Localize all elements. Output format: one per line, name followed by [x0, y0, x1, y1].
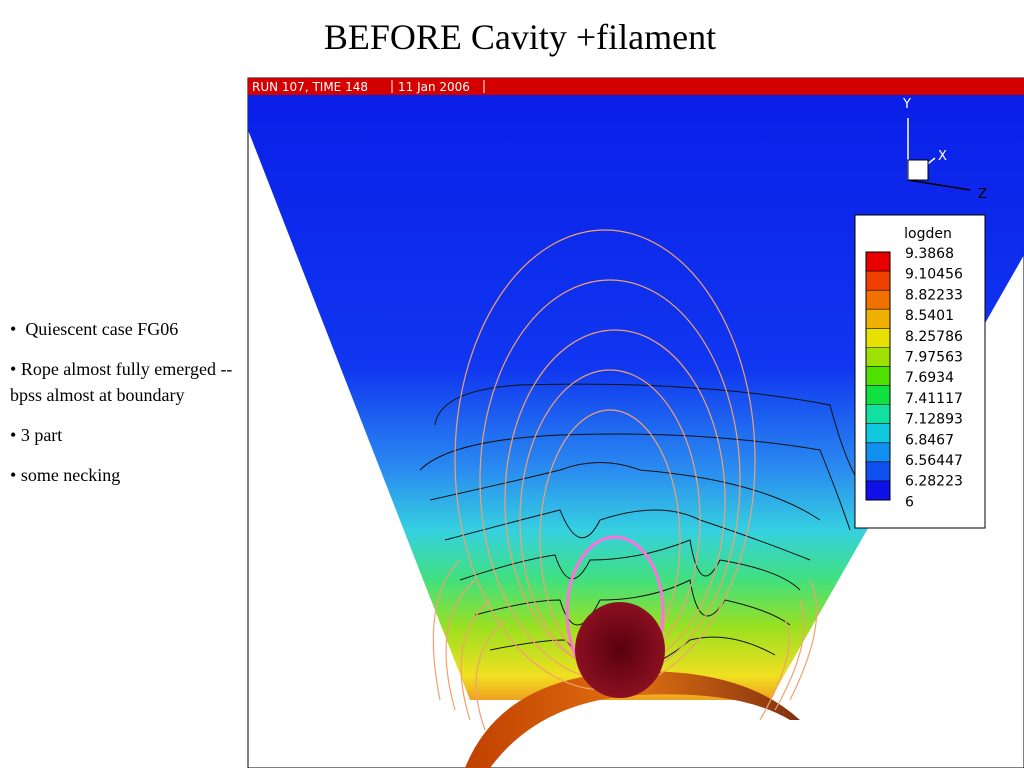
axis-label: Y	[902, 97, 911, 112]
legend-label: 8.5401	[905, 308, 954, 324]
legend-swatch	[866, 461, 890, 482]
legend-swatch	[866, 309, 890, 329]
bullet-list: • Quiescent case FG06 • Rope almost full…	[10, 316, 250, 502]
legend-swatch	[866, 423, 890, 444]
legend-label: 7.6934	[905, 370, 954, 386]
legend-swatch	[866, 347, 890, 367]
legend-swatch	[866, 252, 890, 272]
legend-label: 6	[905, 494, 914, 510]
bullet: • Rope almost fully emerged -- bpss almo…	[10, 359, 233, 405]
legend-swatch	[866, 404, 890, 425]
legend-label: 9.10456	[905, 267, 963, 283]
figure-header	[248, 78, 1024, 95]
bullet-text: some necking	[20, 465, 121, 485]
legend-label: 6.56447	[905, 453, 963, 469]
axis-label: X	[938, 149, 947, 164]
legend-bar-frame	[865, 251, 891, 501]
legend-swatch	[866, 442, 890, 463]
bullet-text: 3 part	[20, 425, 63, 445]
legend-label: 7.41117	[905, 391, 963, 407]
axis-triad: Y X Z	[902, 97, 987, 202]
slide-title: BEFORE Cavity +filament	[323, 17, 717, 57]
legend-label: 6.8467	[905, 432, 954, 448]
legend-swatch	[866, 385, 890, 406]
bullet-text: Quiescent case FG06	[25, 319, 179, 339]
legend-swatch	[866, 328, 890, 348]
legend: logden 9.3868 9.10456 8.82233 8.5401 8.25786…	[854, 214, 986, 529]
date-label: 11 Jan 2006	[398, 80, 470, 94]
legend-title: logden	[904, 226, 952, 242]
legend-swatch	[866, 271, 890, 291]
legend-swatch	[866, 366, 890, 387]
bullet: • some necking	[10, 465, 121, 485]
legend-label: 7.12893	[905, 412, 963, 428]
bullet-text: Rope almost fully emerged -- bpss almost…	[10, 359, 233, 405]
legend-swatch	[866, 290, 890, 310]
legend-label: 8.25786	[905, 329, 963, 345]
axis-label: Z	[978, 187, 987, 202]
legend-label: 8.82233	[905, 287, 963, 303]
legend-label: 7.97563	[905, 350, 963, 366]
bullet: • 3 part	[10, 425, 63, 445]
bullet: • Quiescent case FG06	[10, 319, 179, 339]
density-wedge	[248, 95, 1024, 700]
run-label: RUN 107, TIME 148	[252, 80, 368, 94]
legend-swatch	[866, 480, 890, 501]
solar-surface	[465, 671, 800, 768]
filament-core	[575, 602, 665, 698]
legend-label: 9.3868	[905, 246, 954, 262]
legend-label: 6.28223	[905, 474, 963, 490]
